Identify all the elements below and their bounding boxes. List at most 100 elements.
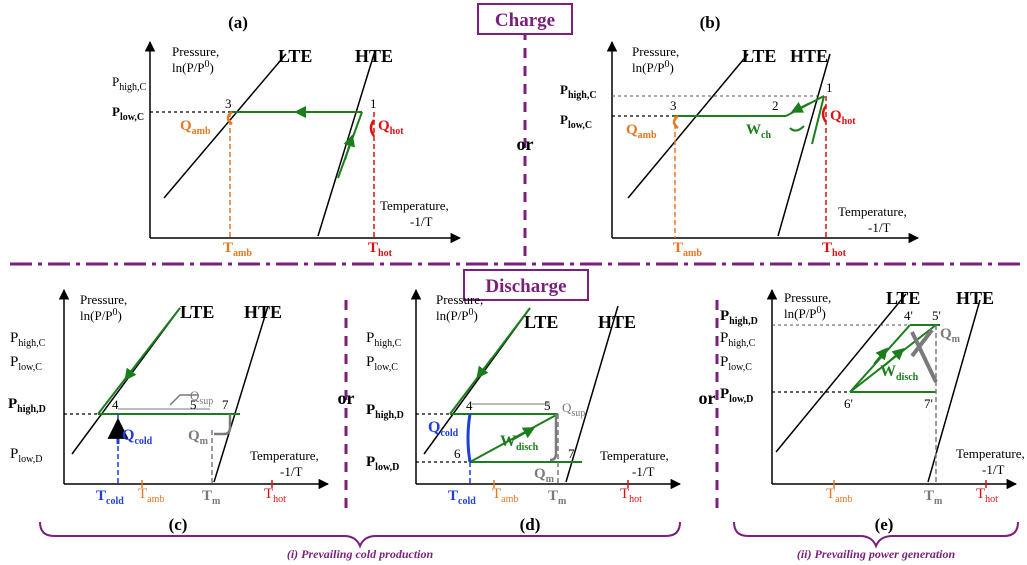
point-3: 3 [225, 96, 232, 111]
panel-d-title: (d) [520, 515, 541, 534]
hte-label: HTE [355, 46, 393, 66]
w-disch-label: Wdisch [500, 433, 539, 453]
lte-line [627, 53, 749, 199]
hte-line [213, 305, 269, 483]
p-low-c-label: Plow,C [560, 112, 592, 131]
p-low-d-label: Plow,D [10, 446, 42, 465]
pressure-label: Pressure, [784, 290, 831, 305]
point-7: 7 [222, 397, 229, 412]
hte-label: HTE [790, 46, 828, 66]
point-1: 1 [826, 80, 833, 95]
t-cold-label: Tcold [448, 488, 476, 507]
panel-e-title: (e) [875, 515, 894, 534]
temperature-label: Temperature, [250, 448, 319, 463]
temperature-unit: -1/T [632, 464, 654, 479]
point-2: 2 [772, 98, 779, 113]
hte-line [777, 53, 831, 237]
lte-line [163, 53, 287, 199]
caption-cold-production: (i) Prevailing cold production [287, 547, 434, 561]
temperature-unit: -1/T [410, 214, 432, 229]
discharge-title: Discharge [485, 276, 566, 297]
pressure-label: Pressure, [632, 44, 679, 59]
p-low-c-label: Plow,C [112, 104, 144, 123]
hte-line [927, 299, 981, 483]
temperature-unit: -1/T [868, 220, 890, 235]
q-m-label: Qm [940, 326, 961, 345]
q-cold-label: Qcold [122, 427, 153, 447]
q-m-label: Qm [534, 466, 555, 485]
p-low-c-label: Plow,C [366, 354, 398, 373]
brace-power [733, 521, 1019, 549]
or-label-cd: or [338, 388, 355, 408]
q-sup-label: Qsup [562, 400, 585, 419]
p-low-c-label: Plow,C [720, 354, 752, 373]
charge-header: Charge [477, 3, 573, 35]
p-low-d-label: Plow,D [366, 454, 399, 473]
or-label-ab: or [517, 134, 534, 154]
panel-a-title: (a) [228, 13, 248, 32]
point-4: 4 [112, 397, 119, 412]
lte-line [775, 293, 907, 453]
q-cold-label: Qcold [428, 419, 459, 439]
discharge-header: Discharge [463, 269, 589, 301]
hte-line [317, 53, 375, 237]
panel-c: Pressure, ln(P/P0) Temperature, -1/T LTE… [8, 288, 330, 534]
pressure-label: Pressure, [172, 44, 219, 59]
point-1: 1 [370, 96, 377, 111]
p-high-c-label: Phigh,C [366, 330, 402, 349]
p-low-c-label: Plow,C [10, 354, 42, 373]
panel-e: Pressure, ln(P/P0) Temperature, -1/T LTE… [720, 288, 1025, 534]
p-high-c-label: Phigh,C [720, 330, 756, 349]
caption-power-generation: (ii) Prevailing power generation [797, 547, 956, 561]
hte-label: HTE [956, 288, 994, 308]
lte-label: LTE [524, 312, 558, 332]
t-m-label: Tm [202, 488, 221, 507]
panel-c-title: (c) [169, 515, 188, 534]
charge-title: Charge [495, 10, 555, 31]
t-cold-label: Tcold [96, 488, 124, 507]
t-m-label: Tm [548, 488, 567, 507]
t-hot-label: Thot [620, 486, 642, 505]
panel-b-title: (b) [700, 13, 721, 32]
t-hot-label: Thot [264, 486, 286, 505]
hte-label: HTE [244, 302, 282, 322]
p-high-d-label: Phigh,D [366, 402, 404, 421]
temperature-label: Temperature, [838, 204, 907, 219]
pressure-unit: ln(P/P0) [784, 305, 826, 321]
pressure-unit: ln(P/P0) [436, 307, 478, 323]
separators [10, 30, 1020, 512]
lte-label: LTE [278, 46, 312, 66]
lte-label: LTE [742, 46, 776, 66]
w-ch-label: Wch [746, 122, 771, 141]
p-high-c-label: Phigh,C [560, 82, 597, 101]
t-amb-label: Tamb [492, 486, 518, 505]
point-4: 4 [466, 398, 473, 413]
pressure-label: Pressure, [80, 292, 127, 307]
t-amb-label: Tamb [673, 240, 702, 259]
q-sup-label: Qsup [190, 388, 213, 407]
p-high-d-label: Phigh,D [720, 308, 758, 327]
t-amb-label: Tamb [138, 486, 164, 505]
panel-d: Pressure, ln(P/P0) Temperature, -1/T LTE… [366, 288, 682, 534]
pressure-unit: ln(P/P0) [632, 59, 674, 75]
point-4p: 4' [904, 308, 913, 323]
p-high-c-label: Phigh,C [112, 74, 147, 93]
q-hot-label: Qhot [378, 118, 404, 137]
p-high-c-label: Phigh,C [10, 330, 46, 349]
lte-label: LTE [180, 302, 214, 322]
point-6p: 6' [844, 396, 853, 411]
t-amb-label: Tamb [223, 240, 252, 259]
brace-cold [39, 521, 681, 549]
lte-label: LTE [886, 288, 920, 308]
point-3: 3 [670, 98, 677, 113]
or-label-de: or [699, 388, 716, 408]
temperature-label: Temperature, [380, 198, 449, 213]
point-5: 5 [544, 398, 551, 413]
q-amb-label: Qamb [180, 118, 211, 137]
point-5: 5 [190, 397, 197, 412]
q-m-label: Qm [188, 428, 209, 447]
temperature-label: Temperature, [956, 446, 1025, 461]
temperature-unit: -1/T [280, 464, 302, 479]
q-amb-label: Qamb [626, 122, 657, 141]
panel-a: (a) Pressure, ln(P/P0) Temperature, -1/T… [112, 13, 462, 259]
